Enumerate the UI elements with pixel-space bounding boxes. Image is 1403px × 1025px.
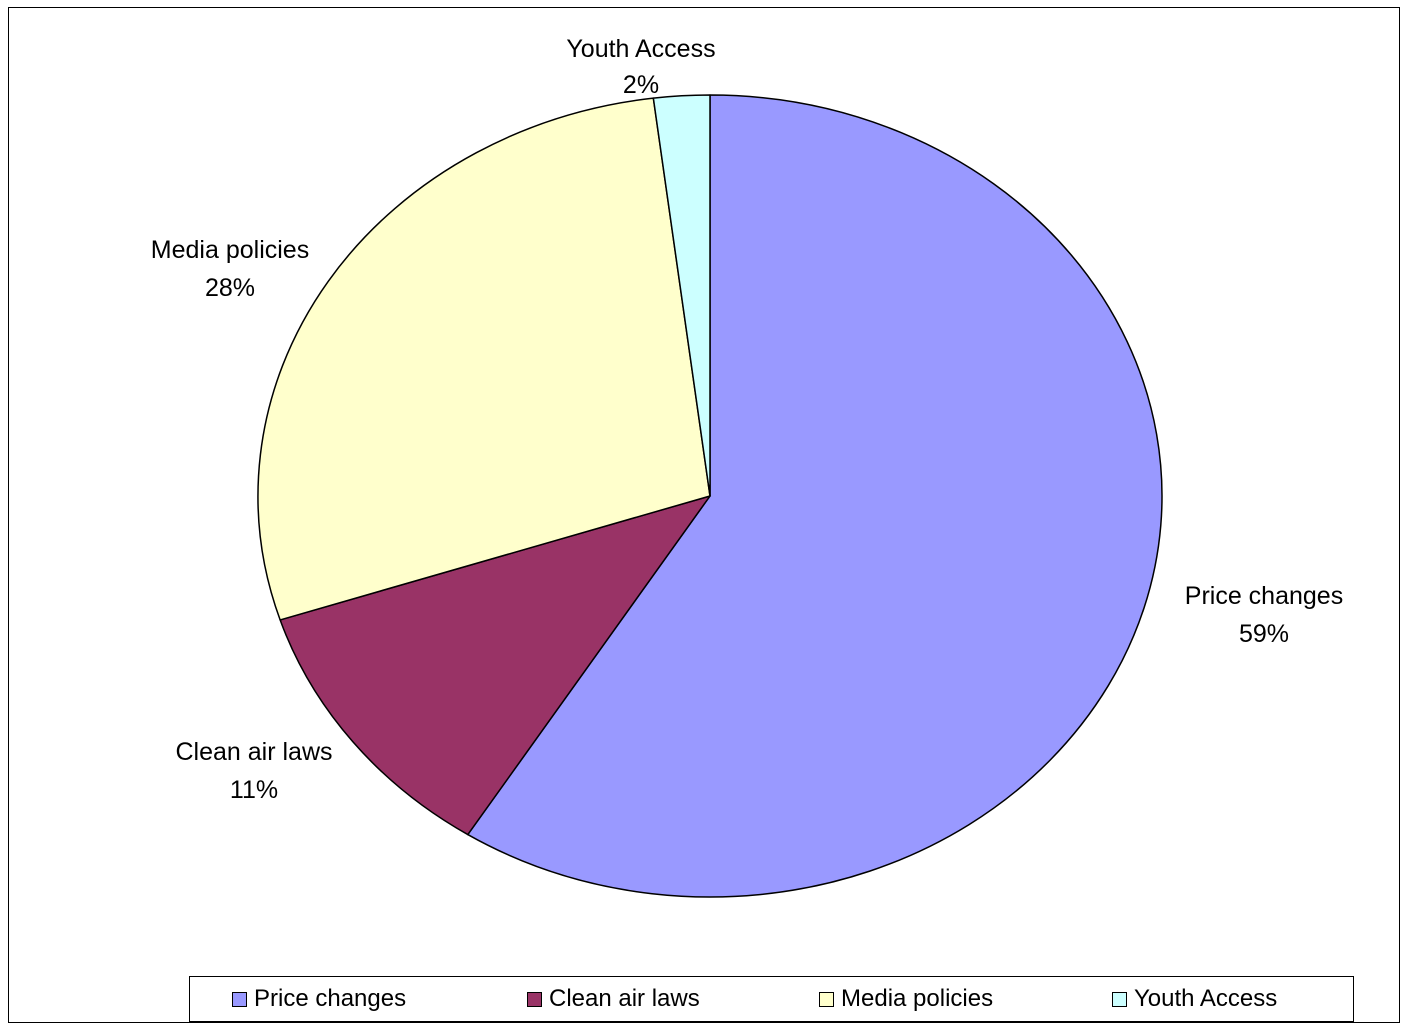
- pie-slice-youth-access: [652, 94, 711, 497]
- data-label-price-changes-name: Price changes: [1184, 582, 1344, 610]
- legend-label-clean-air-laws: Clean air laws: [549, 985, 700, 1012]
- legend-item-price-changes: Price changes: [232, 977, 406, 1021]
- legend-label-media-policies: Media policies: [841, 985, 994, 1012]
- data-label-media-policies-name: Media policies: [150, 236, 310, 264]
- data-label-youth-access: Youth Access 2%: [566, 31, 715, 103]
- pie-slice-price-changes: [467, 94, 1163, 898]
- data-label-media-policies-value: 28%: [204, 274, 256, 302]
- data-label-youth-access-value: 2%: [622, 71, 660, 99]
- data-label-price-changes: Price changes 59%: [1185, 577, 1343, 653]
- data-label-youth-access-name: Youth Access: [566, 35, 716, 63]
- legend-label-price-changes: Price changes: [254, 985, 407, 1012]
- legend: Price changes Clean air laws Media polic…: [189, 976, 1354, 1022]
- legend-swatch-youth-access: [1112, 991, 1127, 1007]
- data-label-media-policies: Media policies 28%: [151, 231, 309, 307]
- pie-slice-clean-air-laws: [279, 495, 711, 836]
- data-label-clean-air-laws-name: Clean air laws: [175, 738, 333, 766]
- legend-item-media-policies: Media policies: [819, 977, 993, 1021]
- legend-item-youth-access: Youth Access: [1112, 977, 1277, 1021]
- legend-item-clean-air-laws: Clean air laws: [527, 977, 700, 1021]
- legend-swatch-price-changes: [232, 991, 247, 1007]
- legend-label-youth-access: Youth Access: [1134, 985, 1278, 1012]
- data-label-clean-air-laws: Clean air laws 11%: [175, 733, 332, 809]
- data-label-price-changes-value: 59%: [1238, 620, 1290, 648]
- legend-swatch-media-policies: [819, 991, 834, 1007]
- pie-slice-media-policies: [257, 97, 711, 621]
- legend-swatch-clean-air-laws: [527, 991, 542, 1007]
- data-label-clean-air-laws-value: 11%: [229, 776, 279, 804]
